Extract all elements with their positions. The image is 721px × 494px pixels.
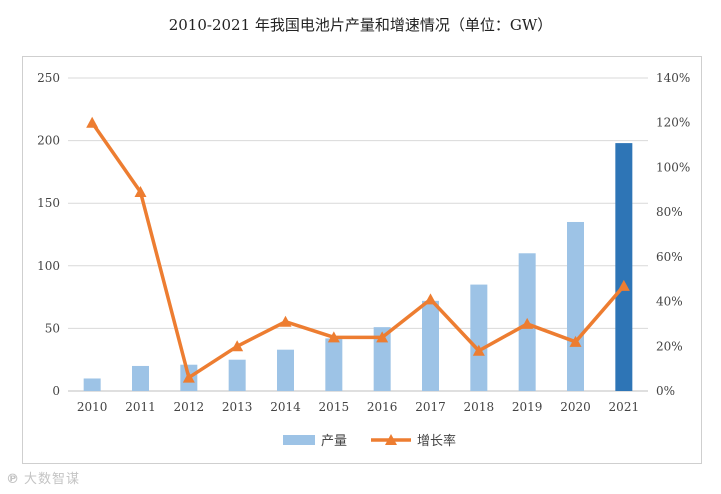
- bar: [228, 359, 246, 391]
- bar: [83, 378, 101, 391]
- left-axis-ticks: 0 50 100 150 200 250: [37, 71, 60, 398]
- right-tick-label: 120%: [656, 116, 690, 130]
- x-tick-label: 2021: [609, 400, 640, 414]
- bar: [373, 327, 391, 391]
- right-tick-label: 0%: [656, 384, 675, 398]
- legend-bar-label: 产量: [321, 434, 347, 449]
- line-point: [424, 293, 437, 305]
- watermark-text: 大数智谋: [24, 472, 81, 487]
- bar-series: [83, 143, 633, 391]
- line-point: [569, 335, 582, 347]
- right-tick-label: 40%: [656, 295, 683, 309]
- legend-line-label: 增长率: [417, 433, 456, 449]
- watermark-logo-icon: ℗: [6, 472, 20, 487]
- bar: [470, 284, 488, 391]
- line-point: [231, 340, 244, 352]
- x-tick-label: 2016: [367, 400, 398, 414]
- line-point: [134, 186, 147, 198]
- chart-svg: 0 50 100 150 200 250 0% 20% 40% 60% 80% 100% 120% 14…: [37, 71, 690, 449]
- watermark: ℗ 大数智谋: [6, 468, 80, 487]
- left-tick-label: 0: [52, 384, 60, 398]
- bar: [132, 365, 149, 391]
- bar: [277, 349, 294, 391]
- x-tick-label: 2013: [222, 400, 253, 414]
- bar: [325, 338, 343, 391]
- legend: 产量 增长率: [283, 433, 456, 449]
- x-tick-label: 2018: [464, 400, 495, 414]
- left-tick-label: 100: [37, 259, 60, 273]
- line-point: [472, 344, 485, 356]
- legend-bar-swatch: [283, 435, 315, 445]
- x-tick-label: 2010: [77, 400, 108, 414]
- bar: [567, 221, 584, 391]
- right-axis-ticks: 0% 20% 40% 60% 80% 100% 120% 140%: [656, 71, 690, 398]
- line-point: [521, 317, 534, 329]
- right-tick-label: 80%: [656, 205, 683, 219]
- line-point: [86, 116, 99, 128]
- line-point: [376, 331, 389, 343]
- legend-line-marker: [385, 434, 397, 445]
- x-tick-label: 2017: [415, 400, 446, 414]
- right-tick-label: 20%: [656, 339, 683, 353]
- x-tick-label: 2019: [512, 400, 543, 414]
- x-tick-label: 2012: [174, 400, 205, 414]
- line-series: [86, 116, 630, 383]
- line-point: [617, 279, 630, 291]
- chart-area: 0 50 100 150 200 250 0% 20% 40% 60% 80% 100% 120% 14…: [22, 56, 702, 464]
- growth-rate-line: [90, 121, 626, 380]
- x-tick-label: 2014: [270, 400, 301, 414]
- x-axis-labels: 2010 2011 2012 2013 2014 2015 2016 2017 2018 2019…: [77, 400, 639, 414]
- left-tick-label: 150: [37, 196, 60, 210]
- left-tick-label: 50: [45, 321, 60, 335]
- left-tick-label: 200: [37, 134, 60, 148]
- bar: [615, 143, 633, 391]
- bar: [422, 300, 439, 391]
- right-tick-label: 60%: [656, 250, 683, 264]
- line-point: [327, 331, 340, 343]
- right-tick-label: 140%: [656, 71, 690, 85]
- line-point: [279, 315, 292, 327]
- left-tick-label: 250: [37, 71, 60, 85]
- x-tick-label: 2011: [125, 400, 156, 414]
- chart-title: 2010-2021 年我国电池片产量和增速情况（单位：GW）: [168, 16, 553, 34]
- x-tick-label: 2020: [560, 400, 591, 414]
- line-point: [182, 371, 195, 383]
- gridlines: [68, 77, 648, 392]
- x-tick-label: 2015: [319, 400, 350, 414]
- right-tick-label: 100%: [656, 160, 690, 174]
